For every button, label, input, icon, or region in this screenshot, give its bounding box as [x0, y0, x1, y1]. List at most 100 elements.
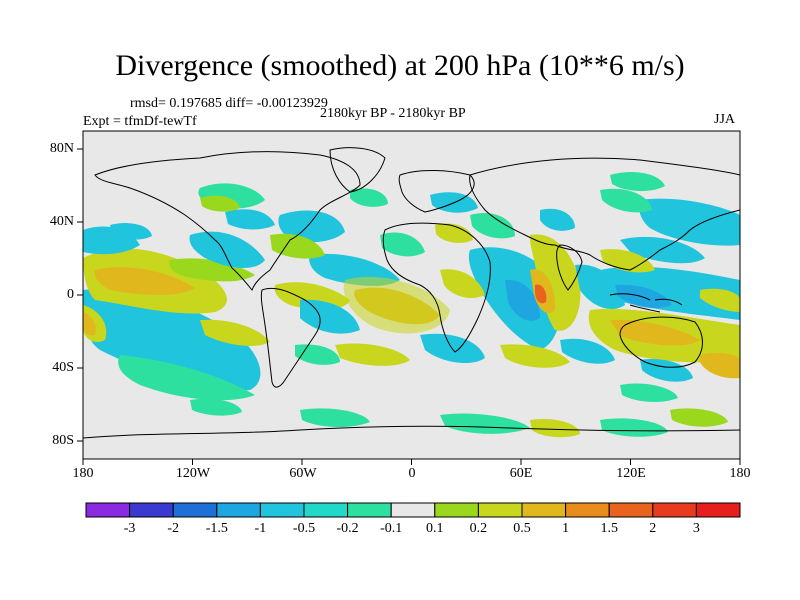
divergence-field — [83, 172, 740, 438]
field-region — [529, 234, 581, 331]
experiment-text: Expt = tfmDf-tewTf — [83, 114, 197, 129]
coastline-greenland — [329, 147, 386, 193]
colorbar-swatch — [434, 502, 479, 518]
colorbar-swatch — [390, 502, 436, 518]
field-region — [83, 289, 261, 391]
colorbar-label: -0.5 — [292, 521, 316, 536]
field-region — [615, 284, 672, 309]
field-region — [610, 319, 700, 346]
coastline-indonesia — [609, 293, 683, 313]
field-region — [118, 355, 256, 401]
colorbar-label: 1 — [562, 521, 570, 536]
field-region — [380, 232, 425, 257]
colorbar-label: -3 — [123, 521, 136, 536]
colorbar-label: 0.5 — [513, 521, 531, 536]
colorbar-swatch — [303, 502, 349, 518]
field-region — [190, 398, 242, 416]
lon-tick-label: 60E — [509, 466, 533, 481]
colorbar-label: -0.1 — [380, 521, 403, 536]
colorbar-swatch — [216, 502, 261, 518]
lat-tick-label: 80S — [52, 433, 74, 448]
colorbar — [85, 502, 741, 518]
field-region — [110, 223, 152, 240]
colorbar-label: 0.1 — [426, 521, 444, 536]
field-region — [530, 418, 580, 438]
stats-text: rmsd= 0.197685 diff= -0.00123929 — [130, 96, 328, 111]
field-region — [470, 212, 515, 239]
colorbar-label: 0.2 — [469, 521, 488, 536]
colorbar-swatch — [608, 502, 654, 518]
field-region — [600, 418, 668, 437]
axis-ticks — [77, 148, 741, 465]
colorbar-label: -1.5 — [205, 521, 228, 536]
plot-title: Divergence (smoothed) at 200 hPa (10**6 … — [115, 49, 685, 82]
colorbar-label: 3 — [692, 521, 700, 536]
field-region — [440, 413, 530, 434]
colorbar-label: -1 — [254, 521, 267, 536]
field-region — [600, 188, 652, 213]
coastline-north-america — [94, 151, 361, 291]
field-region — [535, 284, 547, 304]
colorbar-swatch — [521, 502, 567, 518]
field-region — [500, 344, 570, 368]
coastline-asia — [469, 157, 740, 271]
coastlines — [83, 147, 740, 439]
lat-tick-label: 40N — [49, 214, 74, 229]
field-region — [700, 288, 740, 312]
season-text: JJA — [714, 112, 736, 127]
colorbar-swatch — [565, 502, 610, 518]
field-region — [189, 231, 265, 269]
field-region — [94, 267, 195, 295]
field-region — [270, 233, 325, 259]
colorbar-swatch — [129, 502, 174, 518]
coastline-antarctica — [83, 425, 740, 439]
colorbar-label: -2 — [167, 521, 180, 536]
field-region — [620, 383, 678, 402]
lat-tick-label: 40S — [52, 360, 74, 375]
colorbar-swatch — [695, 502, 741, 518]
colorbar-swatch — [477, 502, 523, 518]
field-region — [700, 352, 740, 379]
field-region — [295, 344, 340, 365]
field-region — [350, 188, 388, 207]
field-region — [610, 172, 665, 192]
lon-tick-label: 120W — [175, 466, 211, 481]
colorbar-label: 1.5 — [600, 521, 618, 536]
lat-tick-label: 80N — [49, 141, 74, 156]
field-region — [225, 209, 275, 230]
field-region — [300, 408, 370, 428]
field-region — [335, 343, 410, 366]
field-region — [83, 312, 96, 336]
field-region — [670, 408, 728, 427]
colorbar-label: 2 — [649, 521, 657, 536]
coastline-australia — [619, 316, 703, 368]
field-region — [599, 266, 740, 320]
lon-tick-label: 0 — [408, 466, 416, 481]
lon-tick-label: 60W — [289, 466, 317, 481]
field-region — [278, 210, 345, 243]
field-region — [274, 282, 350, 310]
field-region — [505, 279, 540, 321]
coastline-india — [556, 244, 583, 291]
colorbar-swatch — [259, 502, 305, 518]
field-region — [169, 258, 255, 282]
colorbar-swatch — [347, 502, 392, 518]
colorbar-label: -0.2 — [336, 521, 359, 536]
lat-tick-label: 0 — [67, 287, 74, 302]
field-region — [343, 276, 450, 334]
field-region — [440, 269, 485, 299]
period-text: 2180kyr BP - 2180kyr BP — [320, 106, 466, 121]
lon-tick-label: 120E — [616, 466, 646, 481]
colorbar-swatch — [85, 502, 131, 518]
field-region — [540, 208, 575, 231]
lon-tick-label: 180 — [72, 466, 94, 481]
lon-tick-label: 180 — [729, 466, 751, 481]
colorbar-swatch — [652, 502, 697, 518]
field-region — [200, 195, 240, 212]
field-region — [560, 338, 615, 364]
field-region — [435, 223, 473, 243]
coastline-africa — [382, 222, 491, 353]
coastline-europe — [398, 169, 475, 213]
coastline-south-america — [260, 287, 321, 388]
